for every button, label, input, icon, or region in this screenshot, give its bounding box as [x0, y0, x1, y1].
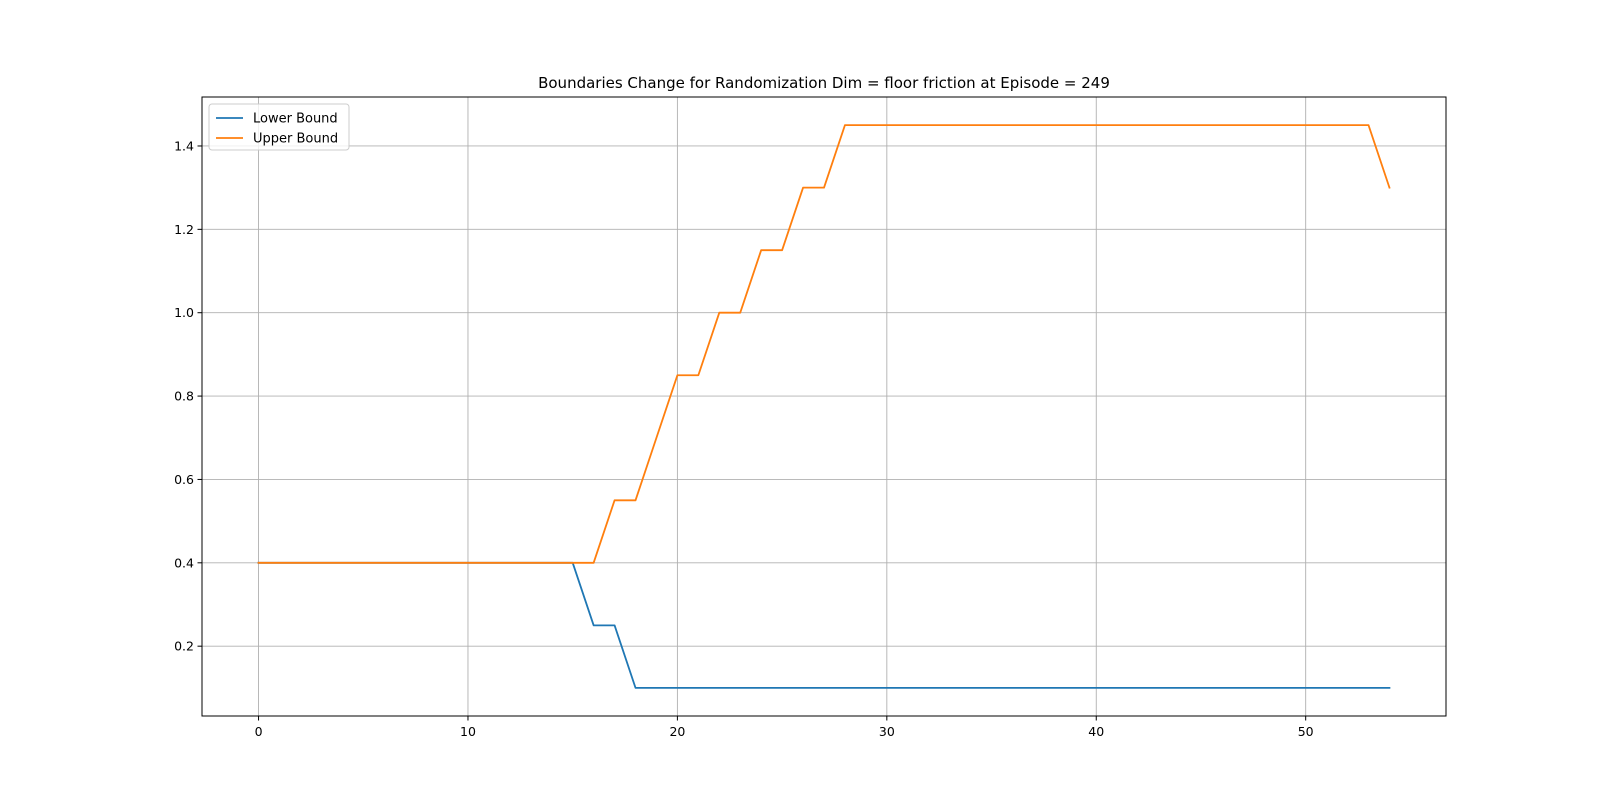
legend-label-upper-bound: Upper Bound: [253, 132, 338, 147]
y-tick-label: 1.4: [174, 138, 194, 153]
chart-title: Boundaries Change for Randomization Dim …: [538, 74, 1110, 92]
x-tick-label: 0: [255, 724, 263, 739]
x-tick-label: 10: [460, 724, 476, 739]
series-line-lower-bound: [257, 561, 1391, 689]
x-axis: 0 10 20 30 40 50: [255, 716, 1314, 739]
x-tick-label: 50: [1298, 724, 1314, 739]
y-axis: 0.2 0.4 0.6 0.8 1.0 1.2 1.4: [174, 138, 202, 654]
x-tick-label: 20: [669, 724, 685, 739]
legend-label-lower-bound: Lower Bound: [253, 112, 338, 127]
plot-area-frame: [201, 96, 1447, 717]
legend-box: [208, 103, 350, 151]
y-tick-label: 1.2: [174, 222, 194, 237]
y-tick-label: 0.2: [174, 639, 194, 654]
y-tick-label: 1.0: [174, 305, 194, 320]
y-tick-label: 0.4: [174, 555, 194, 570]
series-layer: [257, 124, 1391, 689]
y-tick-label: 0.6: [174, 472, 194, 487]
grid: [202, 97, 1446, 716]
series-line-upper-bound: [257, 124, 1391, 564]
x-tick-label: 30: [879, 724, 895, 739]
y-tick-label: 0.8: [174, 389, 194, 404]
legend: Lower Bound Upper Bound: [208, 103, 350, 151]
x-tick-label: 40: [1088, 724, 1104, 739]
